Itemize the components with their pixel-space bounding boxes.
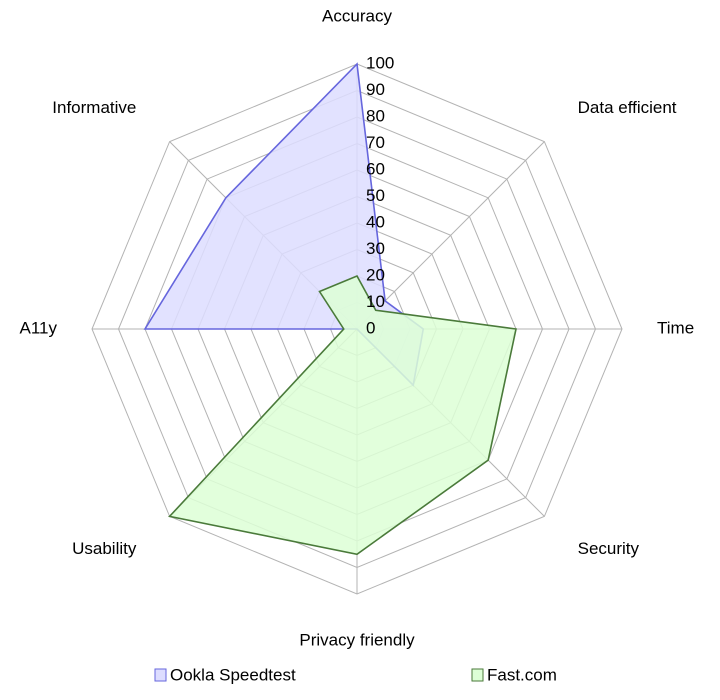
- r-tick-label: 10: [366, 292, 385, 311]
- category-label: Accuracy: [322, 6, 392, 25]
- r-tick-label: 30: [366, 239, 385, 258]
- r-tick-label: 0: [366, 318, 375, 337]
- category-label: Time: [657, 318, 694, 337]
- category-label: Informative: [52, 98, 136, 117]
- r-tick-label: 90: [366, 80, 385, 99]
- category-label: Data efficient: [578, 98, 677, 117]
- category-label: Privacy friendly: [299, 630, 415, 649]
- legend-label: Ookla Speedtest: [170, 665, 296, 684]
- legend-marker: [471, 668, 484, 682]
- legend-label: Fast.com: [487, 665, 557, 684]
- spoke: [356, 141, 545, 330]
- r-tick-label: 40: [366, 212, 385, 231]
- category-label: Security: [578, 539, 640, 558]
- category-label: Usability: [72, 539, 137, 558]
- r-tick-label: 100: [366, 53, 394, 72]
- legend-marker: [154, 668, 167, 682]
- category-label: A11y: [20, 318, 58, 337]
- series-area: [168, 274, 517, 556]
- r-tick-label: 80: [366, 106, 385, 125]
- r-tick-label: 20: [366, 265, 385, 284]
- r-tick-label: 50: [366, 186, 385, 205]
- r-tick-label: 70: [366, 133, 385, 152]
- r-tick-label: 60: [366, 159, 385, 178]
